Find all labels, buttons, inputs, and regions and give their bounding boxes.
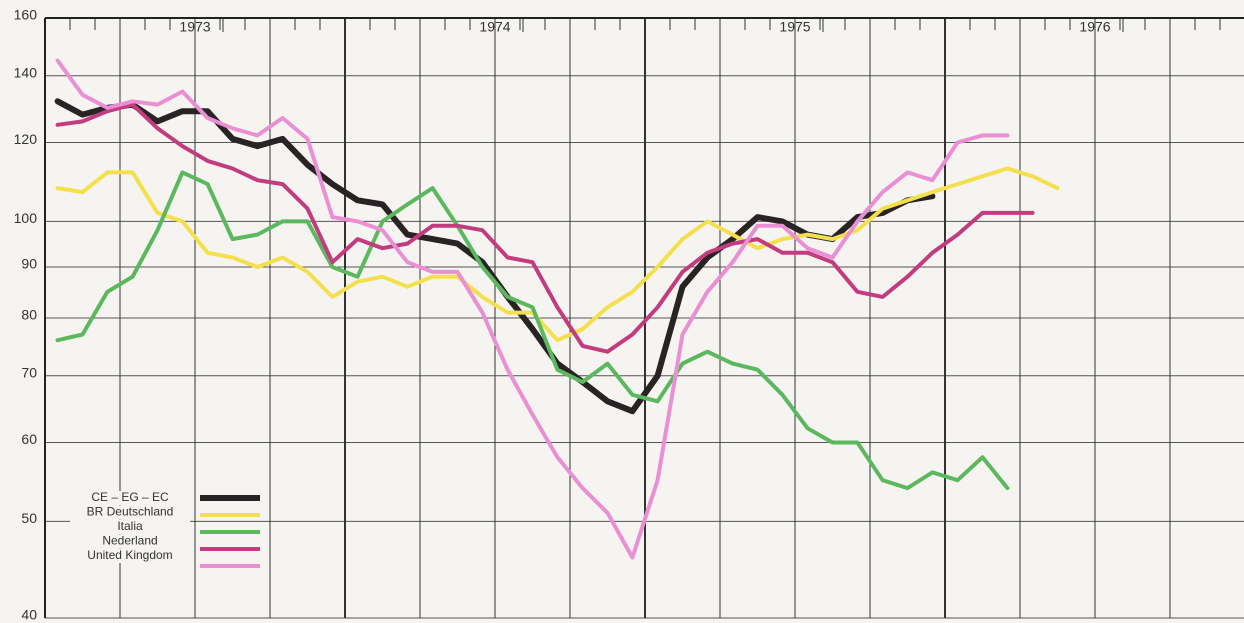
y-tick-label: 140 [14, 64, 38, 80]
series-line [55, 170, 1010, 491]
y-tick-label: 120 [14, 131, 38, 147]
x-tick-label: 1974 [479, 19, 510, 35]
series-line [55, 58, 1010, 560]
y-tick-label: 40 [21, 607, 37, 623]
legend-label: Nederland [102, 534, 157, 548]
legend-bg [70, 520, 190, 534]
series-line [55, 166, 1060, 343]
legend-bg [70, 505, 190, 520]
x-tick-label: 1973 [179, 19, 210, 35]
x-tick-label: 1976 [1079, 19, 1110, 35]
legend-label: United Kingdom [87, 548, 172, 562]
legend-bg [70, 549, 190, 563]
x-tick-label: 1975 [779, 19, 810, 35]
y-tick-label: 100 [14, 210, 38, 226]
y-tick-label: 50 [21, 510, 37, 526]
legend-label: CE – EG – EC [91, 490, 169, 504]
y-tick-label: 70 [21, 364, 37, 380]
series-line [55, 102, 1035, 354]
y-tick-label: 90 [21, 256, 37, 272]
y-tick-label: 80 [21, 307, 37, 323]
legend-bg [70, 534, 190, 549]
legend-bg [70, 491, 190, 505]
legend-label: Italia [117, 519, 143, 533]
y-tick-label: 60 [21, 431, 37, 447]
legend-label: BR Deutschland [87, 505, 174, 519]
y-tick-label: 160 [14, 7, 38, 23]
